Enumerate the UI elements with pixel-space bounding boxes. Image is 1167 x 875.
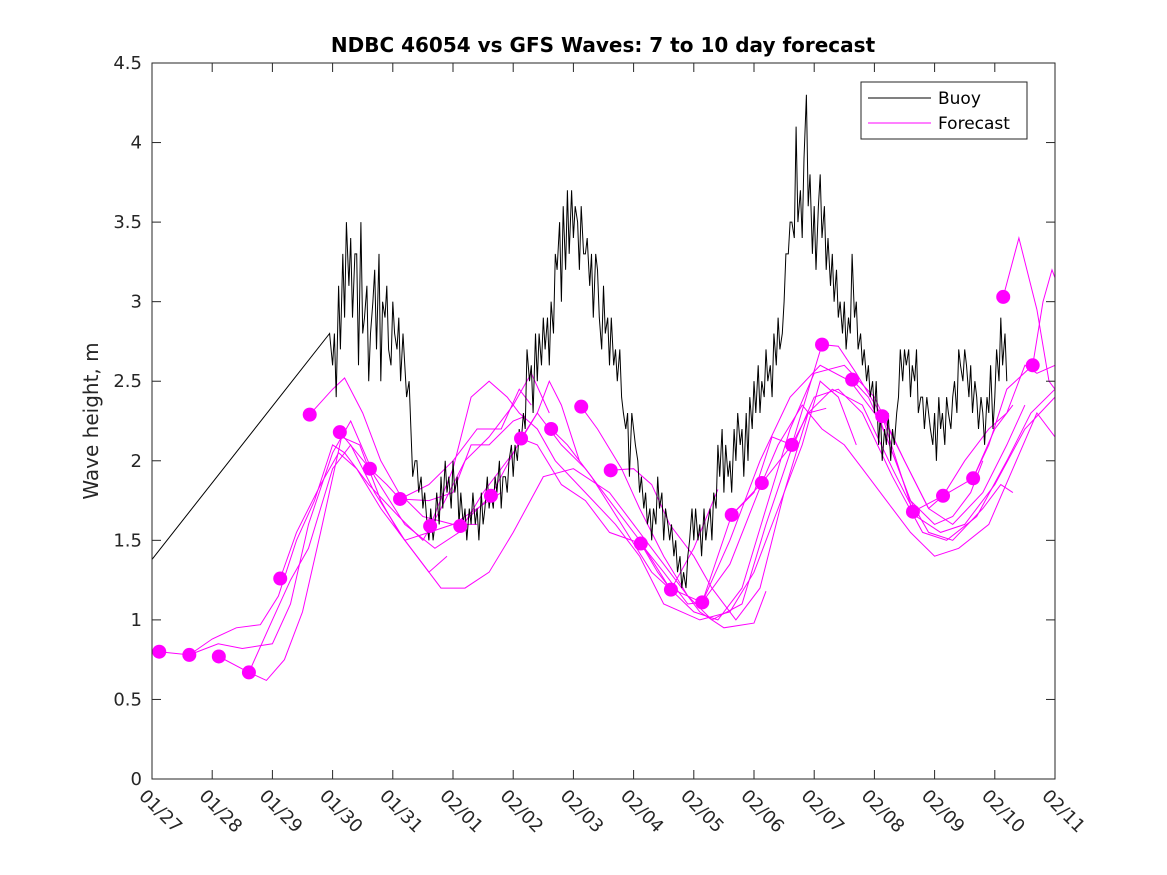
forecast-marker [996, 289, 1011, 304]
x-tick-label: 02/09 [917, 786, 969, 838]
forecast-marker [695, 595, 710, 610]
x-tick-label: 01/30 [315, 786, 367, 838]
x-tick-label: 02/10 [977, 786, 1029, 838]
x-tick-label: 02/06 [736, 786, 788, 838]
forecast-marker [423, 519, 438, 534]
y-tick-label: 2 [131, 451, 142, 472]
legend-forecast-label: Forecast [938, 114, 1010, 134]
forecast-run-line [1002, 236, 1055, 390]
forecast-marker [724, 507, 739, 522]
forecast-marker [152, 644, 167, 659]
forecast-marker [815, 337, 830, 352]
forecast-marker [302, 407, 317, 422]
forecast-run-line [731, 404, 1055, 557]
forecast-marker [936, 488, 951, 503]
plot-area [152, 63, 1055, 779]
x-tick-label: 02/08 [857, 786, 909, 838]
x-tick-label: 01/29 [255, 786, 307, 838]
y-tick-label: 4 [131, 133, 142, 154]
x-tick-label: 02/05 [676, 786, 728, 838]
forecast-run-line [339, 415, 526, 502]
forecast-marker [453, 519, 468, 534]
y-axis: 0 0.5 1 1.5 2 2.5 3 3.5 4 4.5 [113, 53, 1055, 790]
y-tick-label: 0.5 [113, 689, 142, 710]
forecast-run-line [399, 388, 532, 500]
legend: Buoy Forecast [860, 81, 1028, 140]
forecast-marker [483, 488, 498, 503]
forecast-run-line [189, 379, 580, 656]
x-tick-label: 01/31 [375, 786, 427, 838]
forecast-marker [332, 425, 347, 440]
x-tick-label: 02/03 [556, 786, 608, 838]
y-tick-label: 4.5 [113, 53, 142, 74]
forecast-marker [966, 471, 981, 486]
forecast-run-line [218, 436, 767, 682]
forecast-marker [784, 437, 799, 452]
forecast-run-line [248, 443, 448, 673]
forecast-marker [182, 647, 197, 662]
y-tick-label: 3.5 [113, 212, 142, 233]
forecast-marker [574, 399, 589, 414]
chart-title: NDBC 46054 vs GFS Waves: 7 to 10 day for… [331, 33, 876, 57]
forecast-marker [875, 409, 890, 424]
forecast-marker [393, 491, 408, 506]
forecast-marker [603, 463, 618, 478]
forecast-marker [362, 461, 377, 476]
forecast-marker [633, 536, 648, 551]
x-tick-label: 02/04 [616, 786, 668, 838]
x-tick-label: 01/28 [195, 786, 247, 838]
buoy-series-line [152, 94, 1008, 589]
forecast-marker [754, 476, 769, 491]
x-tick-label: 01/27 [134, 786, 186, 838]
x-tick-label: 02/07 [797, 786, 849, 838]
forecast-run-line [550, 364, 1026, 621]
y-tick-label: 3 [131, 292, 142, 313]
x-tick-label: 02/02 [496, 786, 548, 838]
legend-buoy-label: Buoy [938, 89, 981, 109]
forecast-marker [905, 504, 920, 519]
forecast-run-line [459, 364, 1014, 605]
forecast-run-line [429, 380, 857, 621]
forecast-marker [1025, 358, 1040, 373]
x-tick-label: 02/01 [435, 786, 487, 838]
forecast-marker [845, 372, 860, 387]
plot-content [152, 94, 1055, 682]
forecast-marker [514, 431, 529, 446]
forecast-markers [152, 289, 1040, 680]
y-tick-label: 0 [131, 769, 142, 790]
plot-frame [151, 62, 1056, 780]
forecast-marker [663, 582, 678, 597]
legend-box [860, 81, 1028, 140]
y-tick-label: 1 [131, 610, 142, 631]
y-tick-label: 2.5 [113, 371, 142, 392]
y-tick-label: 1.5 [113, 530, 142, 551]
forecast-marker [544, 421, 559, 436]
forecast-marker [273, 571, 288, 586]
buoy-line-group [152, 94, 1008, 589]
forecast-marker [241, 665, 256, 680]
y-axis-label: Wave height, m [79, 342, 103, 499]
forecast-run-line [851, 379, 984, 525]
x-tick-label: 02/11 [1037, 786, 1089, 838]
forecast-marker [211, 649, 226, 664]
